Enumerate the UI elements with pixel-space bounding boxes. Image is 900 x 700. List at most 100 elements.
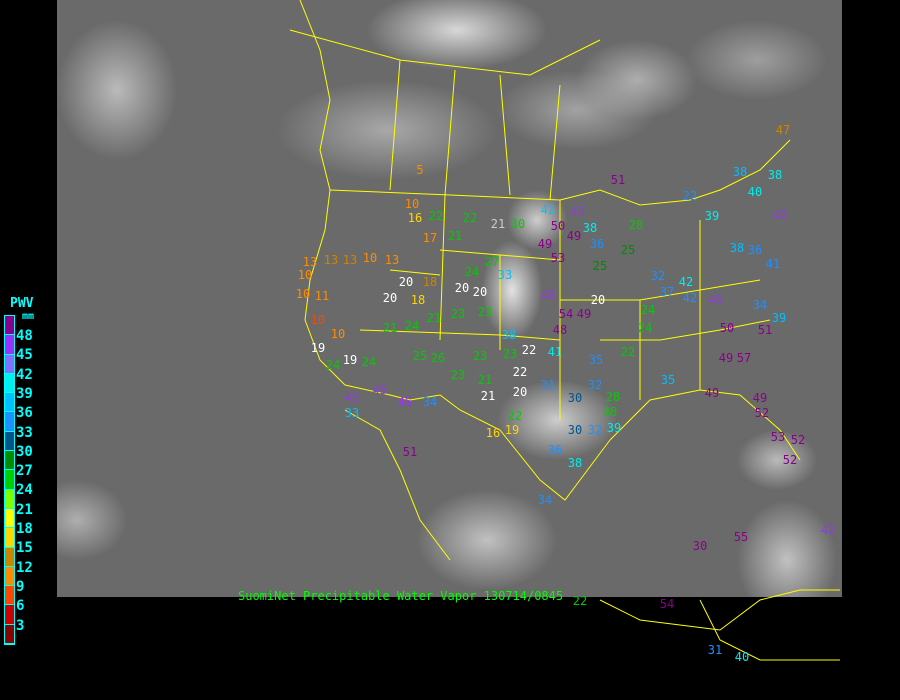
legend-swatch bbox=[5, 586, 14, 606]
station-pwv-value: 16 bbox=[485, 426, 501, 440]
station-pwv-value: 49 bbox=[718, 351, 734, 365]
station-pwv-value: 21 bbox=[480, 389, 496, 403]
legend-swatch bbox=[5, 335, 14, 355]
station-pwv-value: 41 bbox=[765, 257, 781, 271]
station-pwv-value: 49 bbox=[537, 237, 553, 251]
legend-swatch bbox=[5, 489, 14, 509]
border-line bbox=[344, 409, 451, 561]
station-pwv-value: 24 bbox=[361, 355, 377, 369]
station-pwv-value: 30 bbox=[567, 391, 583, 405]
legend-unit: mm bbox=[22, 311, 35, 322]
station-pwv-value: 48 bbox=[540, 288, 556, 302]
station-pwv-value: 23 bbox=[477, 305, 493, 319]
station-pwv-value: 22 bbox=[462, 211, 478, 225]
legend-swatch bbox=[5, 316, 14, 336]
border-line bbox=[499, 74, 511, 196]
station-pwv-value: 49 bbox=[576, 307, 592, 321]
border-line bbox=[599, 589, 840, 631]
legend-swatch bbox=[5, 508, 14, 529]
station-pwv-value: 39 bbox=[771, 311, 787, 325]
station-pwv-value: 21 bbox=[426, 311, 442, 325]
station-pwv-value: 52 bbox=[790, 433, 806, 447]
station-pwv-value: 23 bbox=[450, 368, 466, 382]
station-pwv-value: 34 bbox=[422, 395, 438, 409]
legend-swatch bbox=[5, 528, 14, 548]
legend-label: 45 bbox=[16, 347, 33, 364]
border-line bbox=[699, 599, 840, 661]
legend-label: 36 bbox=[16, 405, 33, 422]
station-pwv-value: 17 bbox=[422, 231, 438, 245]
station-pwv-value: 25 bbox=[592, 259, 608, 273]
station-pwv-value: 52 bbox=[754, 406, 770, 420]
station-pwv-value: 49 bbox=[566, 229, 582, 243]
satellite-map bbox=[57, 0, 842, 597]
station-pwv-value: 24 bbox=[637, 321, 653, 335]
station-pwv-value: 26 bbox=[430, 351, 446, 365]
station-pwv-value: 22 bbox=[428, 209, 444, 223]
station-pwv-value: 47 bbox=[570, 205, 586, 219]
station-pwv-value: 40 bbox=[747, 185, 763, 199]
station-pwv-value: 18 bbox=[410, 293, 426, 307]
station-pwv-value: 53 bbox=[550, 251, 566, 265]
legend-color-bar bbox=[4, 315, 15, 646]
border-line bbox=[549, 84, 561, 201]
station-pwv-value: 42 bbox=[682, 291, 698, 305]
legend-swatch bbox=[5, 624, 14, 645]
station-pwv-value: 21 bbox=[477, 373, 493, 387]
legend-swatch bbox=[5, 605, 14, 625]
border-line bbox=[444, 69, 456, 196]
legend-swatch bbox=[5, 412, 14, 432]
station-pwv-value: 24 bbox=[640, 303, 656, 317]
station-pwv-value: 19 bbox=[504, 423, 520, 437]
station-pwv-value: 32 bbox=[650, 269, 666, 283]
map-caption: SuomiNet Precipitable Water Vapor 130714… bbox=[238, 589, 564, 603]
station-pwv-value: 27 bbox=[484, 255, 500, 269]
legend-label: 24 bbox=[16, 482, 33, 499]
station-pwv-value: 13 bbox=[323, 253, 339, 267]
legend-title: PWV bbox=[10, 296, 34, 311]
station-pwv-value: 21 bbox=[382, 321, 398, 335]
station-pwv-value: 54 bbox=[558, 307, 574, 321]
legend-label: 33 bbox=[16, 424, 33, 441]
station-pwv-value: 13 bbox=[384, 253, 400, 267]
station-pwv-value: 39 bbox=[606, 421, 622, 435]
station-pwv-value: 10 bbox=[404, 197, 420, 211]
station-pwv-value: 39 bbox=[704, 209, 720, 223]
station-pwv-value: 19 bbox=[310, 341, 326, 355]
station-pwv-value: 20 bbox=[590, 293, 606, 307]
station-pwv-value: 28 bbox=[628, 218, 644, 232]
station-pwv-value: 20 bbox=[454, 281, 470, 295]
legend-label: 15 bbox=[16, 540, 33, 557]
station-pwv-value: 19 bbox=[342, 353, 358, 367]
station-pwv-value: 24 bbox=[325, 358, 341, 372]
station-pwv-value: 38 bbox=[582, 221, 598, 235]
station-pwv-value: 45 bbox=[397, 395, 413, 409]
station-pwv-value: 22 bbox=[521, 343, 537, 357]
station-pwv-value: 38 bbox=[567, 456, 583, 470]
station-pwv-value: 23 bbox=[450, 307, 466, 321]
border-line bbox=[559, 139, 791, 206]
station-pwv-value: 10 bbox=[295, 287, 311, 301]
station-pwv-value: 24 bbox=[404, 319, 420, 333]
border-line bbox=[344, 384, 611, 501]
legend-label: 39 bbox=[16, 385, 33, 402]
station-pwv-value: 45 bbox=[708, 293, 724, 307]
station-pwv-value: 21 bbox=[490, 217, 506, 231]
station-pwv-value: 38 bbox=[729, 241, 745, 255]
station-pwv-value: 51 bbox=[402, 445, 418, 459]
station-pwv-value: 45 bbox=[372, 383, 388, 397]
station-pwv-value: 13 bbox=[342, 253, 358, 267]
legend-label: 42 bbox=[16, 366, 33, 383]
station-pwv-value: 22 bbox=[620, 345, 636, 359]
station-pwv-value: 53 bbox=[770, 430, 786, 444]
legend-label: 21 bbox=[16, 501, 33, 518]
station-pwv-value: 23 bbox=[502, 347, 518, 361]
station-pwv-value: 51 bbox=[610, 173, 626, 187]
station-pwv-value: 38 bbox=[767, 168, 783, 182]
legend-label: 9 bbox=[16, 578, 25, 595]
legend-swatch bbox=[5, 566, 14, 587]
border-line bbox=[560, 279, 761, 301]
station-pwv-value: 5 bbox=[416, 163, 424, 177]
station-pwv-value: 40 bbox=[772, 208, 788, 222]
station-pwv-value: 36 bbox=[547, 443, 563, 457]
